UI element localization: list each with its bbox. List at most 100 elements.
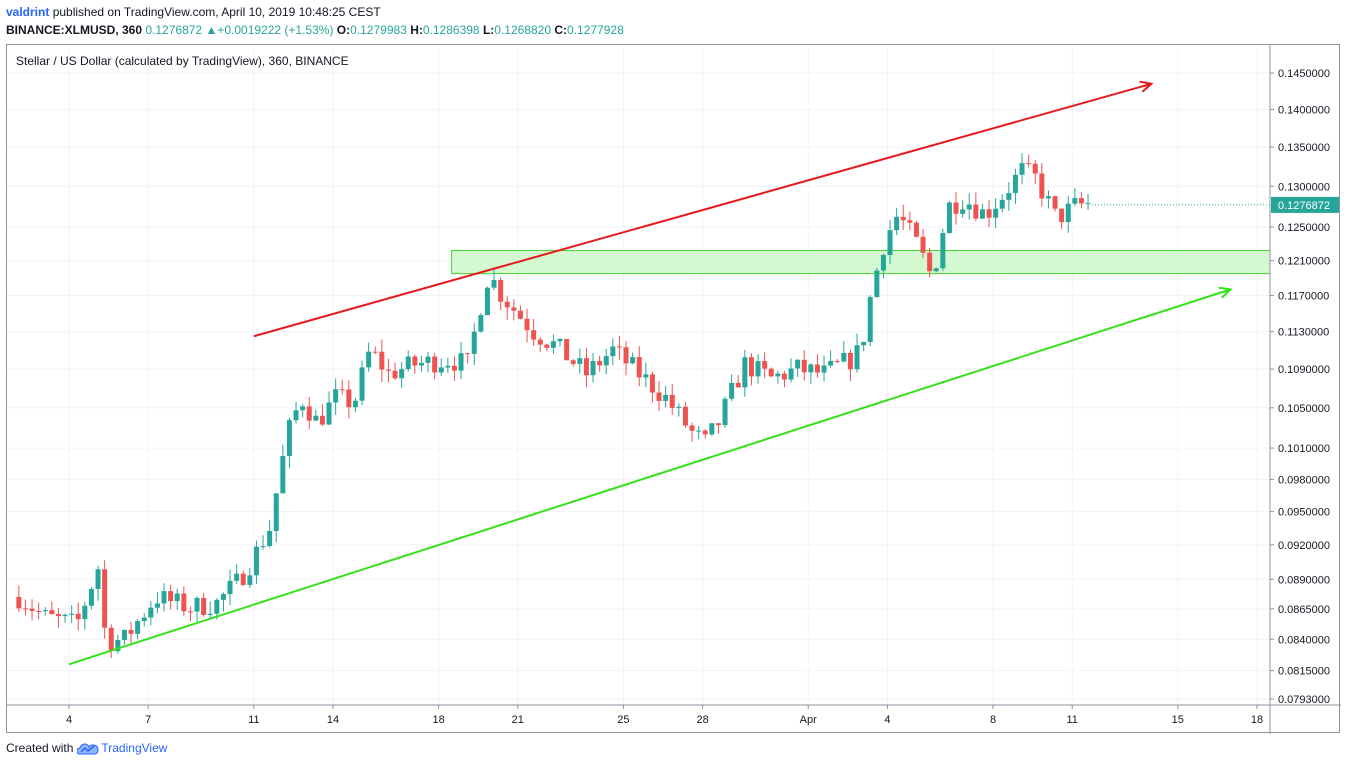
candle-body [1065,203,1071,223]
tradingview-brand: TradingView [101,741,168,755]
candle-body [478,315,484,332]
candle-body [517,310,523,319]
candle-body [339,389,345,391]
candle-body [22,608,28,610]
y-tick-label: 0.0793000 [1278,694,1330,706]
candle-body [828,360,834,366]
candle-body [36,610,42,612]
candle-body [940,233,946,269]
candle-body [1039,173,1045,199]
candle-body [643,374,649,378]
price-chart[interactable]: 0.1450000 0.1400000 0.1350000 0.1300000 0.12… [7,45,1341,734]
candle-body [814,364,820,373]
candle-body [141,617,147,622]
candle-body [715,423,721,426]
candle-body [590,360,596,376]
candle-body [676,406,682,408]
open-value: 0.1279983 [350,23,407,37]
y-tick-label: 0.1300000 [1278,181,1330,193]
candle-body [795,359,801,369]
candle-body [260,546,266,548]
candle-body [808,364,814,373]
candle-body [29,608,35,611]
candle-body [986,209,992,218]
candle-body [894,216,900,231]
candle-body [88,588,94,606]
y-tick-label: 0.1250000 [1278,222,1330,234]
candle-body [135,621,141,634]
trendlines[interactable] [68,80,1270,666]
y-tick-label: 0.1050000 [1278,403,1330,415]
y-tick-label: 0.0865000 [1278,604,1330,616]
chart-panel[interactable]: 0.1450000 0.1400000 0.1350000 0.1300000 0.12… [6,44,1341,734]
author-link[interactable]: valdrint [6,5,50,19]
x-tick-label: 7 [145,714,151,726]
candle-body [187,611,193,613]
last-price: 0.1276872 [145,23,203,37]
ohlc-bar: BINANCE:XLMUSD, 360 0.1276872 ▲+0.001922… [6,23,624,37]
candle-body [253,546,259,576]
candle-body [333,389,339,403]
resistance-trendline-arrowhead [1139,80,1154,93]
candle-body [471,331,477,354]
candle-body [682,406,688,426]
candle-body [273,493,279,532]
last-price-axis-label: 0.1276872 [1278,200,1330,212]
candle-body [405,356,411,370]
candle-body [234,573,240,581]
price-axis[interactable]: 0.1450000 0.1400000 0.1350000 0.1300000 0.12… [1270,68,1339,706]
candle-body [16,596,22,609]
change-arrow-icon: ▲ [205,23,218,37]
candle-body [702,430,708,435]
candle-body [610,346,616,357]
candle-body [280,456,286,494]
candle-body [207,613,213,615]
candle-body [880,254,886,271]
candle-body [214,599,220,614]
candle-body [102,569,108,628]
candle-body [531,330,537,340]
resistance-trendline[interactable] [253,82,1152,338]
candle-body [220,594,226,600]
candle-body [306,406,312,421]
candle-body [748,357,754,377]
candle-body [636,357,642,378]
candle-body [432,356,438,373]
published-text: published on TradingView.com, April 10, … [52,5,381,19]
candle-body [953,202,959,214]
candle-body [385,369,391,371]
candle-body [174,593,180,602]
candle-body [267,531,273,547]
candle-body [742,357,748,388]
low-value: 0.1268820 [494,23,552,37]
y-tick-label: 0.0840000 [1278,634,1330,646]
candle-body [999,199,1005,209]
time-axis[interactable]: 4 7 11 14 18 21 25 28 Apr 4 8 11 15 18 [66,705,1263,726]
y-tick-label: 0.1090000 [1278,364,1330,376]
candle-body [689,425,695,431]
candle-body [821,365,827,373]
close-value: 0.1277928 [567,23,624,37]
candle-body [544,344,550,348]
last-price-marker [1271,196,1339,213]
candle-body [722,398,728,426]
y-tick-label: 0.1210000 [1278,256,1330,268]
tradingview-logo-link[interactable]: TradingView [77,741,167,755]
resistance-zone[interactable] [451,249,1271,275]
candle-body [319,415,325,425]
candle-body [286,420,292,457]
candle-body [656,392,662,401]
candle-body [121,629,127,640]
candle-body [445,365,451,368]
candle-body [960,209,966,214]
candle-body [95,569,101,589]
x-tick-label: 14 [327,714,339,726]
support-trendline[interactable] [68,288,1231,666]
high-label: H: [410,23,423,37]
publish-info: valdrint published on TradingView.com, A… [6,5,381,19]
candle-body [247,575,253,585]
candle-body [326,402,332,425]
y-tick-label: 0.0950000 [1278,507,1330,519]
candle-body [933,268,939,272]
candle-body [372,351,378,353]
